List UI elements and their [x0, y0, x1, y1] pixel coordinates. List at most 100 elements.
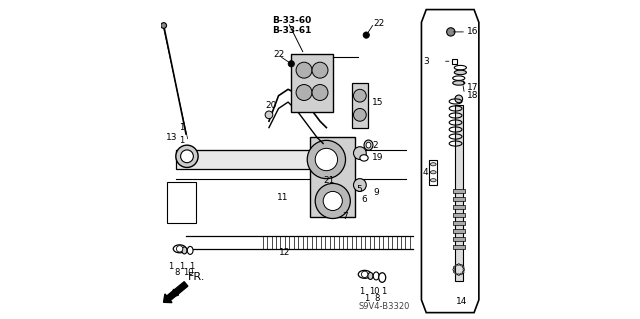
Ellipse shape: [366, 142, 371, 148]
Text: 1: 1: [364, 294, 369, 303]
Text: 12: 12: [278, 248, 290, 256]
Text: 2: 2: [372, 141, 378, 150]
Circle shape: [458, 274, 460, 276]
Bar: [452, 59, 457, 64]
Text: FR.: FR.: [188, 272, 205, 282]
Ellipse shape: [452, 76, 465, 80]
Text: 11: 11: [277, 193, 289, 202]
Bar: [453, 245, 465, 249]
Circle shape: [455, 273, 457, 275]
Text: 10: 10: [369, 287, 380, 296]
Text: 6: 6: [362, 195, 367, 204]
Circle shape: [265, 111, 273, 119]
FancyArrow shape: [164, 282, 188, 303]
Text: 1: 1: [359, 287, 364, 296]
Bar: [167, 182, 196, 223]
Circle shape: [362, 271, 368, 278]
Ellipse shape: [430, 171, 436, 174]
Bar: [453, 197, 465, 201]
Circle shape: [296, 62, 312, 78]
Ellipse shape: [182, 247, 187, 254]
Bar: [453, 221, 465, 225]
Text: 19: 19: [372, 153, 383, 162]
Circle shape: [307, 140, 346, 179]
Circle shape: [462, 266, 464, 268]
Ellipse shape: [364, 140, 373, 150]
Circle shape: [353, 179, 366, 191]
Circle shape: [353, 108, 366, 121]
Ellipse shape: [430, 179, 436, 182]
Bar: [291, 54, 333, 112]
Text: 13: 13: [166, 133, 178, 142]
Text: 21: 21: [323, 176, 335, 185]
Circle shape: [462, 271, 464, 273]
Bar: [310, 137, 355, 217]
Circle shape: [312, 62, 328, 78]
Text: S9V4-B3320: S9V4-B3320: [358, 302, 410, 311]
Ellipse shape: [360, 155, 368, 161]
Text: 3: 3: [423, 57, 429, 66]
Circle shape: [447, 28, 455, 36]
Text: B-33-61: B-33-61: [272, 26, 312, 35]
Bar: [429, 160, 437, 185]
Circle shape: [363, 32, 369, 38]
Bar: [453, 229, 465, 233]
Circle shape: [460, 273, 462, 275]
Bar: [453, 205, 465, 209]
Text: 9: 9: [373, 189, 379, 197]
Bar: [453, 213, 465, 217]
Circle shape: [460, 264, 462, 266]
Text: 17: 17: [467, 83, 478, 92]
Bar: [453, 237, 465, 241]
Circle shape: [316, 148, 337, 171]
Circle shape: [463, 269, 465, 271]
Text: 5: 5: [356, 185, 362, 194]
Circle shape: [455, 95, 463, 103]
Text: 22: 22: [274, 50, 285, 59]
Circle shape: [452, 269, 454, 271]
Circle shape: [288, 61, 294, 67]
Circle shape: [296, 85, 312, 100]
Bar: [455, 105, 463, 281]
Ellipse shape: [173, 245, 186, 253]
Text: 10: 10: [184, 268, 194, 277]
Text: 22: 22: [374, 19, 385, 28]
Circle shape: [353, 147, 366, 160]
Ellipse shape: [368, 272, 373, 279]
Text: 4: 4: [423, 168, 429, 177]
Text: 1: 1: [179, 123, 184, 132]
Circle shape: [453, 271, 455, 273]
Text: 7: 7: [342, 212, 348, 221]
Ellipse shape: [454, 65, 467, 70]
Circle shape: [312, 85, 328, 100]
Text: B-33-60: B-33-60: [272, 16, 312, 25]
Text: 14: 14: [456, 297, 467, 306]
Circle shape: [176, 145, 198, 167]
Circle shape: [455, 264, 457, 266]
Text: 1: 1: [179, 262, 184, 271]
Text: 1: 1: [189, 262, 195, 271]
Text: 16: 16: [467, 27, 478, 36]
Ellipse shape: [188, 247, 193, 255]
Circle shape: [161, 23, 166, 28]
Circle shape: [180, 150, 193, 163]
Circle shape: [353, 89, 366, 102]
Circle shape: [458, 263, 460, 265]
Ellipse shape: [430, 163, 436, 166]
Ellipse shape: [454, 70, 467, 75]
Ellipse shape: [379, 273, 386, 282]
Text: 8: 8: [174, 268, 179, 277]
Circle shape: [177, 246, 183, 252]
Circle shape: [323, 191, 342, 211]
Text: 8: 8: [375, 294, 380, 303]
Ellipse shape: [358, 270, 371, 278]
Bar: [352, 83, 368, 128]
Text: 18: 18: [467, 91, 478, 100]
Bar: [177, 150, 342, 169]
Text: 1: 1: [179, 136, 184, 145]
Ellipse shape: [452, 81, 465, 85]
Text: 1: 1: [168, 262, 173, 271]
Text: 1: 1: [381, 287, 387, 296]
Ellipse shape: [373, 272, 379, 280]
Circle shape: [453, 266, 455, 268]
